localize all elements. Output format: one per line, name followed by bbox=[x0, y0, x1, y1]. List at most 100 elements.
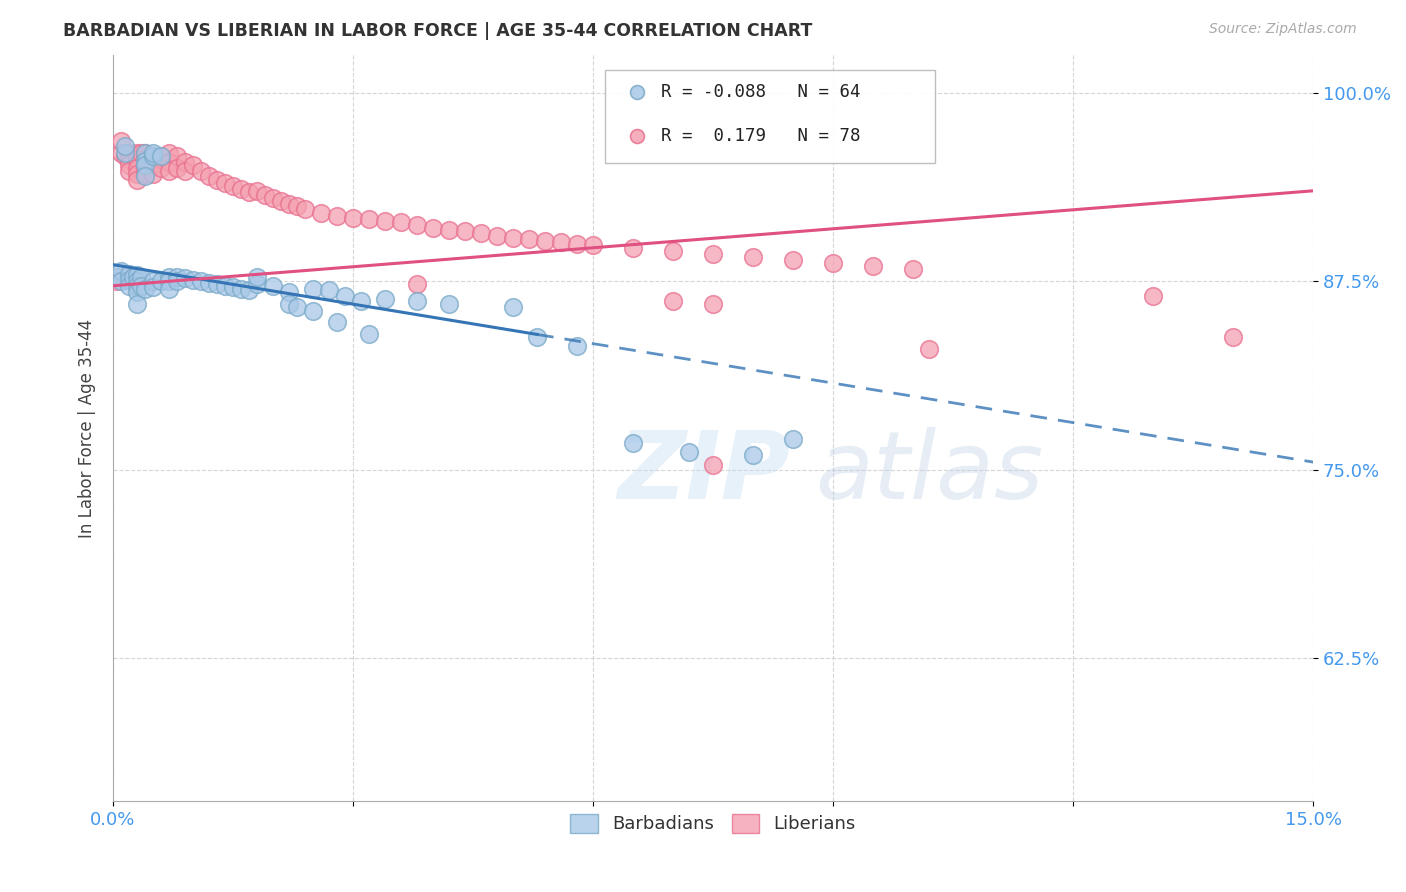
Point bbox=[114, 149, 136, 163]
Point bbox=[214, 278, 236, 293]
Point bbox=[142, 167, 165, 181]
Point bbox=[222, 179, 245, 194]
Point bbox=[134, 153, 156, 168]
Point bbox=[621, 241, 644, 255]
Point bbox=[166, 274, 188, 288]
Point bbox=[118, 267, 141, 281]
Point bbox=[662, 293, 685, 308]
Point bbox=[302, 282, 325, 296]
Point bbox=[149, 149, 172, 163]
Point bbox=[174, 271, 197, 285]
Point bbox=[125, 173, 148, 187]
Point bbox=[134, 152, 156, 166]
Point bbox=[238, 283, 260, 297]
Text: atlas: atlas bbox=[815, 427, 1043, 518]
Point bbox=[702, 297, 724, 311]
Point bbox=[198, 276, 221, 290]
Point bbox=[110, 146, 132, 161]
Point bbox=[125, 285, 148, 299]
Point bbox=[118, 278, 141, 293]
Point bbox=[309, 206, 332, 220]
Legend: Barbadians, Liberians: Barbadians, Liberians bbox=[564, 807, 863, 841]
Point bbox=[157, 164, 180, 178]
Point bbox=[134, 167, 156, 181]
Point bbox=[253, 188, 276, 202]
Point bbox=[238, 186, 260, 200]
Point bbox=[125, 161, 148, 176]
Point bbox=[262, 278, 284, 293]
Point bbox=[149, 274, 172, 288]
Point bbox=[125, 274, 148, 288]
Point bbox=[157, 274, 180, 288]
Point bbox=[662, 244, 685, 258]
Point bbox=[350, 293, 373, 308]
Point bbox=[702, 458, 724, 472]
FancyBboxPatch shape bbox=[605, 70, 935, 163]
Point bbox=[333, 289, 356, 303]
Point bbox=[621, 435, 644, 450]
Point bbox=[534, 234, 557, 248]
Point bbox=[157, 146, 180, 161]
Point bbox=[565, 236, 588, 251]
Point bbox=[517, 232, 540, 246]
Point bbox=[229, 182, 252, 196]
Point bbox=[285, 199, 308, 213]
Point bbox=[129, 269, 152, 284]
Point bbox=[1142, 289, 1164, 303]
Point bbox=[374, 293, 396, 307]
Point bbox=[357, 212, 380, 227]
Point bbox=[149, 149, 172, 163]
Point bbox=[526, 330, 548, 344]
Point bbox=[105, 274, 128, 288]
Point bbox=[157, 282, 180, 296]
Point bbox=[246, 269, 269, 284]
Point bbox=[190, 164, 212, 178]
Point bbox=[742, 250, 765, 264]
Point bbox=[125, 167, 148, 181]
Point bbox=[118, 146, 141, 161]
Point bbox=[190, 274, 212, 288]
Point bbox=[229, 282, 252, 296]
Point bbox=[437, 297, 460, 311]
Point bbox=[862, 259, 884, 273]
Point bbox=[326, 315, 349, 329]
Point bbox=[118, 152, 141, 166]
Point bbox=[110, 274, 132, 288]
Point bbox=[222, 280, 245, 294]
Point bbox=[357, 326, 380, 341]
Text: Source: ZipAtlas.com: Source: ZipAtlas.com bbox=[1209, 22, 1357, 37]
Text: BARBADIAN VS LIBERIAN IN LABOR FORCE | AGE 35-44 CORRELATION CHART: BARBADIAN VS LIBERIAN IN LABOR FORCE | A… bbox=[63, 22, 813, 40]
Point bbox=[205, 173, 228, 187]
Point bbox=[118, 273, 141, 287]
Point bbox=[901, 262, 924, 277]
Point bbox=[142, 146, 165, 161]
Point bbox=[110, 134, 132, 148]
Point bbox=[142, 149, 165, 163]
Point bbox=[278, 285, 301, 299]
Point bbox=[149, 161, 172, 176]
Text: ZIP: ZIP bbox=[617, 427, 790, 519]
Point bbox=[246, 277, 269, 292]
Point bbox=[125, 278, 148, 293]
Point bbox=[422, 221, 444, 235]
Point bbox=[823, 256, 845, 270]
Point bbox=[129, 146, 152, 161]
Point bbox=[278, 197, 301, 211]
Point bbox=[502, 230, 524, 244]
Point bbox=[270, 194, 292, 209]
Text: R =  0.179   N = 78: R = 0.179 N = 78 bbox=[661, 127, 860, 145]
Point bbox=[454, 225, 477, 239]
Point bbox=[246, 184, 269, 198]
Point bbox=[166, 161, 188, 176]
Point bbox=[118, 164, 141, 178]
Point bbox=[166, 149, 188, 163]
Point bbox=[582, 238, 605, 252]
Point bbox=[565, 339, 588, 353]
Y-axis label: In Labor Force | Age 35-44: In Labor Force | Age 35-44 bbox=[79, 318, 96, 538]
Point bbox=[142, 158, 165, 172]
Point bbox=[142, 149, 165, 163]
Point bbox=[262, 191, 284, 205]
Point bbox=[134, 158, 156, 172]
Point bbox=[326, 210, 349, 224]
Point bbox=[157, 155, 180, 169]
